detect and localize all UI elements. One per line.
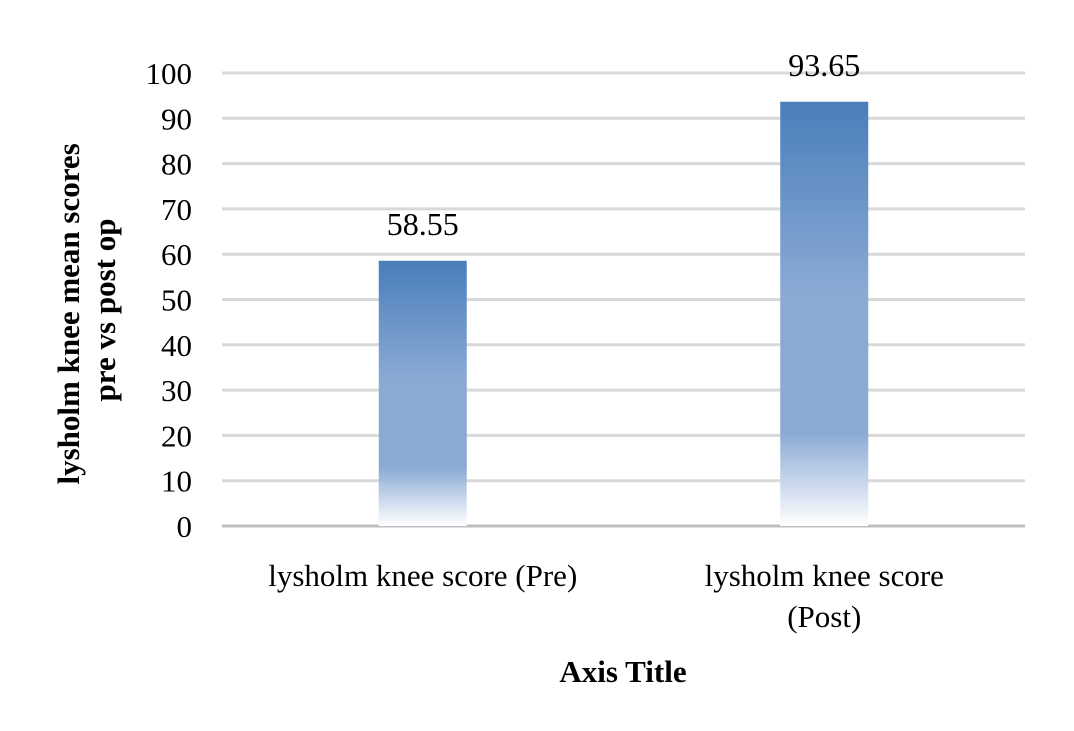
y-axis-title-line-2: pre vs post op <box>87 219 122 402</box>
y-tick-label: 90 <box>161 101 192 136</box>
y-tick-label: 10 <box>161 464 192 499</box>
y-axis-title-line-1: lysholm knee mean scores <box>51 143 86 484</box>
y-tick-label: 20 <box>161 418 192 453</box>
y-tick-label: 40 <box>161 328 192 363</box>
x-tick-label: lysholm knee score (Pre) <box>268 558 577 593</box>
y-tick-label: 0 <box>177 509 193 544</box>
x-tick-label: lysholm knee score (Post) <box>705 558 944 634</box>
y-tick-label: 60 <box>161 237 192 272</box>
data-label: 58.55 <box>387 206 459 242</box>
y-tick-label: 30 <box>161 373 192 408</box>
gridlines <box>222 71 1025 528</box>
x-axis-title: Axis Title <box>559 654 686 689</box>
bar <box>780 101 869 526</box>
y-tick-label: 70 <box>161 192 192 227</box>
bars <box>378 101 869 526</box>
bar <box>378 260 467 526</box>
y-tick-label: 80 <box>161 147 192 182</box>
y-tick-label: 50 <box>161 283 192 318</box>
y-tick-label: 100 <box>146 56 193 91</box>
labels: 0 10 20 30 40 50 60 70 80 90 100 58.55 lysholm knee … <box>146 47 944 634</box>
data-label: 93.65 <box>788 47 860 83</box>
y-axis-title: lysholm knee mean scores pre vs post op <box>51 135 122 484</box>
